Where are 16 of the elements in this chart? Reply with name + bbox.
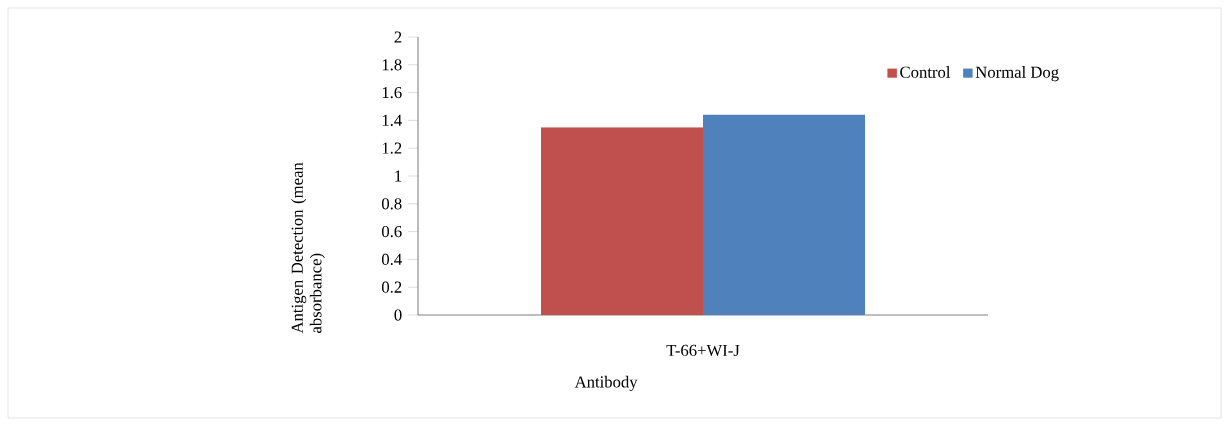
legend-label: Control [900,66,951,78]
y-tick-label: 0.8 [381,198,402,210]
legend-label: Normal Dog [975,66,1059,82]
y-tick-label: 0.6 [381,225,402,238]
y-tick-label: 0.4 [381,253,402,266]
y-axis-title: Antigen Detection (mean absorbance) [291,162,325,334]
y-tick-label: 0 [394,309,402,321]
y-tick-label: 2 [394,31,402,43]
y-tick-label: 1 [395,170,402,182]
y-tick-label: 1.2 [382,142,402,154]
x-axis-title: Antibody [574,375,638,391]
y-tick-label: 1.4 [382,114,402,127]
y-tick-label: 1.6 [382,86,402,99]
y-tick-label: 0.2 [381,281,402,293]
y-tick-label: 1.8 [382,59,402,71]
x-tick-label: T-66+WI-J [666,344,740,357]
